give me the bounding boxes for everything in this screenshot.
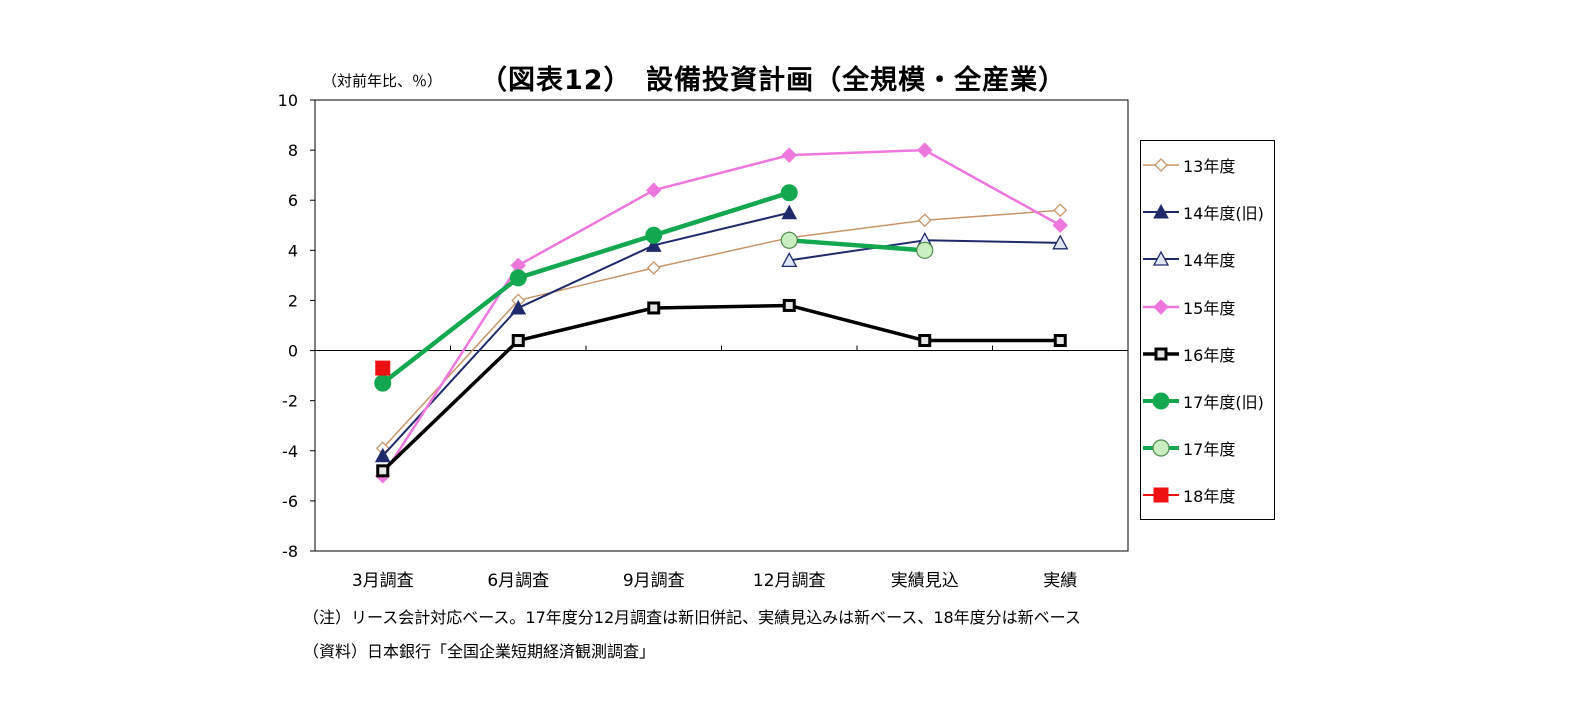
legend-label: 17年度(旧) — [1183, 393, 1264, 412]
legend-label: 15年度 — [1183, 298, 1236, 318]
legend-label: 13年度 — [1183, 157, 1236, 176]
legend-swatch — [1143, 347, 1179, 361]
legend-item: 16年度 — [1141, 342, 1235, 366]
x-tick-label: 実績見込 — [891, 571, 959, 591]
legend-item: 15年度 — [1141, 295, 1235, 319]
y-tick-label: -8 — [282, 542, 298, 561]
data-point — [781, 147, 797, 163]
data-point — [375, 360, 391, 376]
legend-marker — [1152, 392, 1170, 410]
legend-item: 14年度(旧) — [1141, 200, 1264, 224]
data-point — [780, 184, 798, 202]
y-tick-label: -6 — [282, 492, 298, 511]
chart-title: （図表12） 設備投資計画（全規模・全産業） — [480, 65, 1067, 96]
series-line — [382, 209, 1061, 449]
data-point — [511, 334, 525, 348]
legend-label: 14年度(旧) — [1183, 204, 1264, 224]
legend-marker — [1153, 298, 1169, 315]
data-point — [917, 142, 933, 158]
legend-marker — [1152, 439, 1170, 457]
data-point — [647, 301, 661, 315]
data-point — [646, 260, 661, 275]
data-point — [782, 298, 796, 312]
series-line — [381, 303, 1061, 473]
data-point — [1053, 334, 1067, 348]
y-tick-label: -2 — [282, 392, 298, 411]
data-point — [374, 374, 392, 392]
legend-swatch — [1143, 392, 1179, 410]
data-point — [1052, 234, 1069, 250]
y-tick-label: 4 — [288, 241, 298, 260]
x-tick-label: 3月調査 — [352, 571, 414, 591]
legend: 13年度 14年度(旧) 14年度 15年度 16年度 17年度(旧) 17年度 18年度 — [1140, 140, 1275, 520]
data-point — [781, 251, 798, 268]
series-7 — [780, 231, 934, 259]
y-tick-label: -4 — [282, 442, 298, 461]
footnote-source: （資料）日本銀行「全国企業短期経済観測調査」 — [303, 642, 656, 661]
series-6 — [374, 184, 798, 392]
data-point — [780, 231, 798, 249]
series-5 — [376, 298, 1067, 478]
legend-item: 14年度 — [1141, 247, 1235, 271]
legend-swatch — [1143, 298, 1179, 315]
data-point — [645, 226, 663, 244]
data-point — [509, 269, 527, 287]
legend-marker — [1152, 251, 1170, 267]
legend-item: 17年度(旧) — [1141, 389, 1264, 413]
legend-marker — [1153, 204, 1169, 219]
data-point — [646, 182, 662, 198]
series-line — [381, 190, 790, 385]
data-point — [781, 204, 798, 220]
data-point — [916, 241, 934, 259]
legend-label: 16年度 — [1183, 345, 1236, 365]
legend-item: 18年度 — [1141, 483, 1235, 507]
x-tick-label: 実績 — [1043, 571, 1077, 591]
legend-swatch — [1143, 251, 1179, 267]
y-tick-label: 6 — [288, 191, 298, 210]
series-2 — [374, 204, 798, 463]
series-line — [381, 148, 1061, 477]
plot-area — [314, 99, 1129, 552]
legend-swatch — [1143, 204, 1179, 219]
y-tick-label: 10 — [278, 91, 298, 110]
legend-marker — [1154, 158, 1168, 172]
legend-marker — [1154, 347, 1168, 361]
legend-label: 18年度 — [1183, 487, 1236, 507]
data-point — [1053, 203, 1068, 218]
legend-swatch — [1143, 158, 1179, 172]
y-tick-label: 2 — [288, 291, 298, 310]
x-tick-label: 9月調査 — [623, 571, 685, 591]
legend-marker — [1153, 487, 1169, 503]
data-point — [1052, 217, 1068, 233]
footnote-note: （注）リース会計対応ベース。17年度分12月調査は新旧併記、実績見込みは新ベース… — [303, 608, 1081, 627]
legend-item: 13年度 — [1141, 153, 1235, 177]
data-point — [645, 237, 662, 252]
data-point — [374, 447, 391, 463]
legend-swatch — [1143, 439, 1179, 457]
data-point — [918, 334, 932, 348]
x-tick-label: 6月調査 — [487, 571, 549, 591]
data-point — [510, 299, 527, 315]
x-tick-label: 12月調査 — [753, 571, 826, 591]
y-tick-label: 0 — [288, 342, 298, 361]
legend-label: 14年度 — [1183, 251, 1236, 271]
series-line — [382, 211, 790, 457]
y-tick-label: 8 — [288, 141, 298, 160]
data-point — [376, 464, 390, 478]
legend-item: 17年度 — [1141, 436, 1235, 460]
legend-label: 17年度 — [1183, 440, 1236, 460]
data-point — [917, 213, 932, 228]
series-line — [789, 238, 925, 253]
legend-swatch — [1143, 487, 1179, 503]
y-axis-unit-label: （対前年比、％） — [322, 72, 443, 90]
series-8 — [375, 360, 391, 376]
